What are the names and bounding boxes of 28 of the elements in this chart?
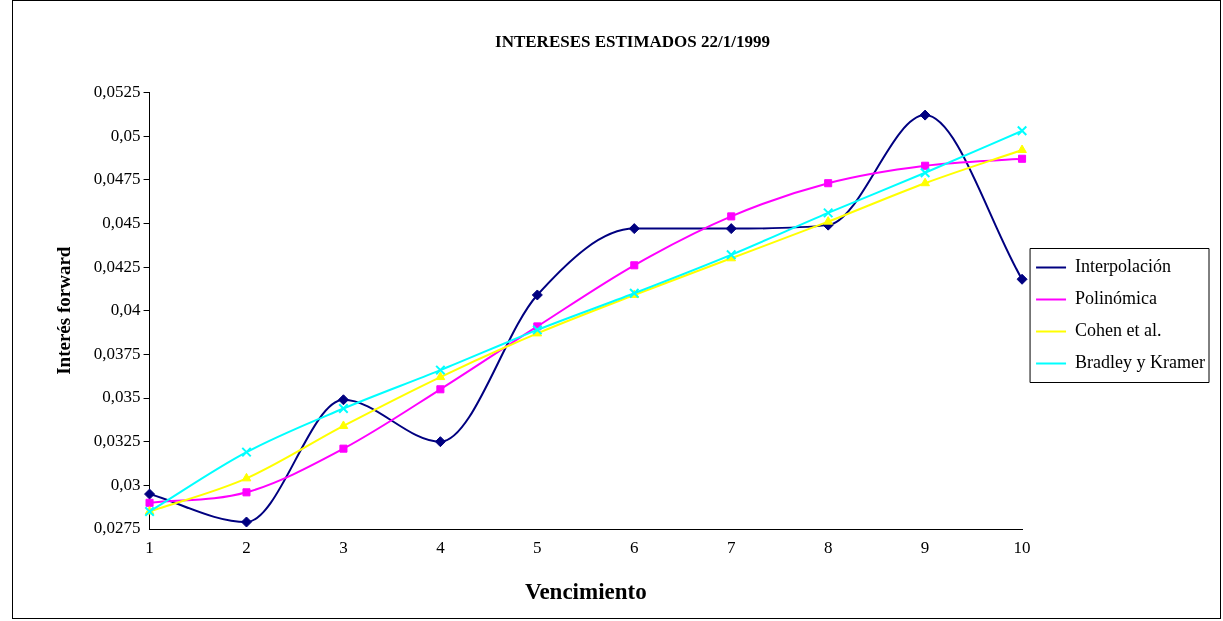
- y-tick-label: 0,0525: [93, 81, 141, 101]
- x-tick-label: 3: [339, 537, 348, 557]
- chart-title: INTERESES ESTIMADOS 22/1/1999: [495, 31, 770, 51]
- y-tick-label: 0,0425: [93, 256, 141, 276]
- x-tick-label: 1: [145, 537, 154, 557]
- x-tick-label: 7: [726, 537, 736, 557]
- x-tick-label: 9: [920, 537, 930, 557]
- legend-label: Bradley y Kramer: [1075, 352, 1206, 373]
- legend-label: Interpolación: [1075, 256, 1172, 277]
- x-tick-label: 4: [436, 537, 446, 557]
- y-tick-label: 0,035: [102, 387, 141, 407]
- y-tick-label: 0,03: [110, 474, 141, 494]
- y-axis-title: Interés forward: [53, 246, 75, 375]
- legend-label: Cohen et al.: [1075, 320, 1162, 341]
- x-tick-label: 2: [242, 537, 251, 557]
- y-tick-label: 0,0275: [93, 518, 141, 538]
- x-tick-label: 6: [630, 537, 639, 557]
- x-tick-label: 5: [533, 537, 542, 557]
- x-tick-label: 10: [1013, 537, 1031, 557]
- y-tick-label: 0,05: [110, 125, 141, 145]
- y-tick-label: 0,045: [102, 212, 141, 232]
- y-tick-label: 0,0325: [93, 431, 141, 451]
- y-tick-label: 0,0375: [93, 343, 141, 363]
- x-tick-label: 8: [823, 537, 833, 557]
- legend-label: Polinómica: [1075, 288, 1158, 309]
- y-tick-label: 0,0475: [93, 169, 141, 189]
- x-axis-title: Vencimiento: [524, 579, 647, 605]
- y-tick-label: 0,04: [110, 300, 142, 320]
